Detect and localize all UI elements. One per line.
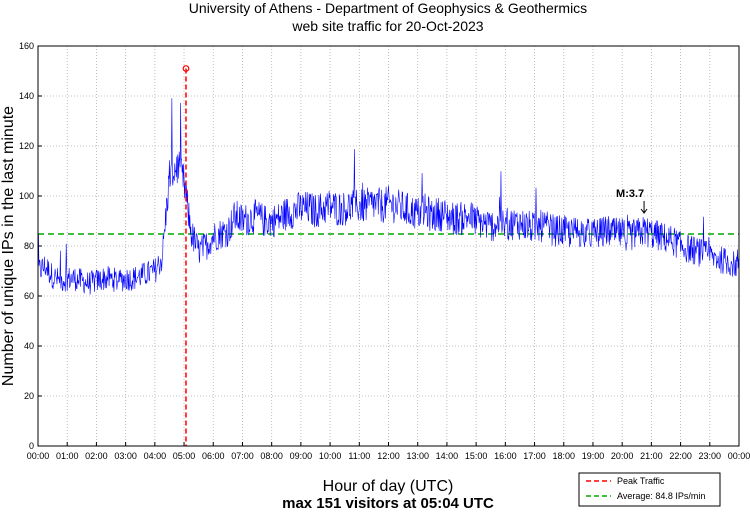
x-tick-label: 17:00 xyxy=(523,451,546,461)
x-tick-label: 01:00 xyxy=(56,451,79,461)
x-tick-label: 08:00 xyxy=(260,451,283,461)
y-tick-label: 40 xyxy=(24,341,34,351)
traffic-series-line xyxy=(37,98,740,295)
x-tick-label: 20:00 xyxy=(611,451,634,461)
y-tick-label: 100 xyxy=(19,191,34,201)
legend-peak-label: Peak Traffic xyxy=(617,476,665,486)
x-tick-label: 18:00 xyxy=(552,451,575,461)
grid-lines xyxy=(38,46,739,446)
x-tick-label: 00:00 xyxy=(728,451,750,461)
y-tick-label: 20 xyxy=(24,391,34,401)
series-layer xyxy=(37,98,740,295)
x-axis-ticks: 00:00 01:00 02:00 03:00 04:00 05:00 06:00 07:00… xyxy=(27,442,750,461)
chart-title: University of Athens - Department of Geo… xyxy=(189,0,587,16)
peak-marker xyxy=(182,65,190,72)
x-tick-label: 23:00 xyxy=(699,451,722,461)
y-tick-label: 0 xyxy=(29,441,34,451)
y-tick-label: 80 xyxy=(24,241,34,251)
annotation-layer: M:3.7 xyxy=(616,188,648,214)
y-axis-label: Number of unique IPs in the last minute xyxy=(0,106,17,386)
x-tick-label: 10:00 xyxy=(319,451,342,461)
x-tick-label: 09:00 xyxy=(290,451,313,461)
max-visitors-note: max 151 visitors at 05:04 UTC xyxy=(282,495,494,511)
x-tick-label: 00:00 xyxy=(27,451,50,461)
x-tick-label: 21:00 xyxy=(640,451,663,461)
peak-layer xyxy=(182,65,190,446)
y-tick-label: 160 xyxy=(19,41,34,51)
legend-average-label: Average: 84.8 IPs/min xyxy=(617,491,705,501)
magnitude-annotation: M:3.7 xyxy=(616,188,644,200)
x-tick-label: 22:00 xyxy=(669,451,692,461)
x-tick-label: 02:00 xyxy=(85,451,108,461)
x-axis-label: Hour of day (UTC) xyxy=(323,478,454,495)
x-tick-label: 06:00 xyxy=(202,451,225,461)
x-tick-label: 15:00 xyxy=(465,451,488,461)
y-tick-label: 120 xyxy=(19,141,34,151)
x-tick-label: 16:00 xyxy=(494,451,517,461)
y-tick-label: 140 xyxy=(19,91,34,101)
x-tick-label: 03:00 xyxy=(114,451,137,461)
legend: Peak Traffic Average: 84.8 IPs/min xyxy=(578,472,721,507)
y-axis-ticks: 0 20 40 60 80 100 120 140 160 xyxy=(19,41,42,451)
x-tick-label: 14:00 xyxy=(436,451,459,461)
x-tick-label: 05:00 xyxy=(173,451,196,461)
y-tick-label: 60 xyxy=(24,291,34,301)
legend-box xyxy=(578,472,721,507)
x-tick-label: 11:00 xyxy=(348,451,370,461)
x-tick-label: 04:00 xyxy=(144,451,167,461)
annotation-arrow-icon xyxy=(640,201,648,214)
x-tick-label: 19:00 xyxy=(582,451,605,461)
x-tick-label: 13:00 xyxy=(406,451,429,461)
x-tick-label: 07:00 xyxy=(231,451,254,461)
chart-subtitle: web site traffic for 20-Oct-2023 xyxy=(291,18,483,34)
x-tick-label: 12:00 xyxy=(377,451,400,461)
